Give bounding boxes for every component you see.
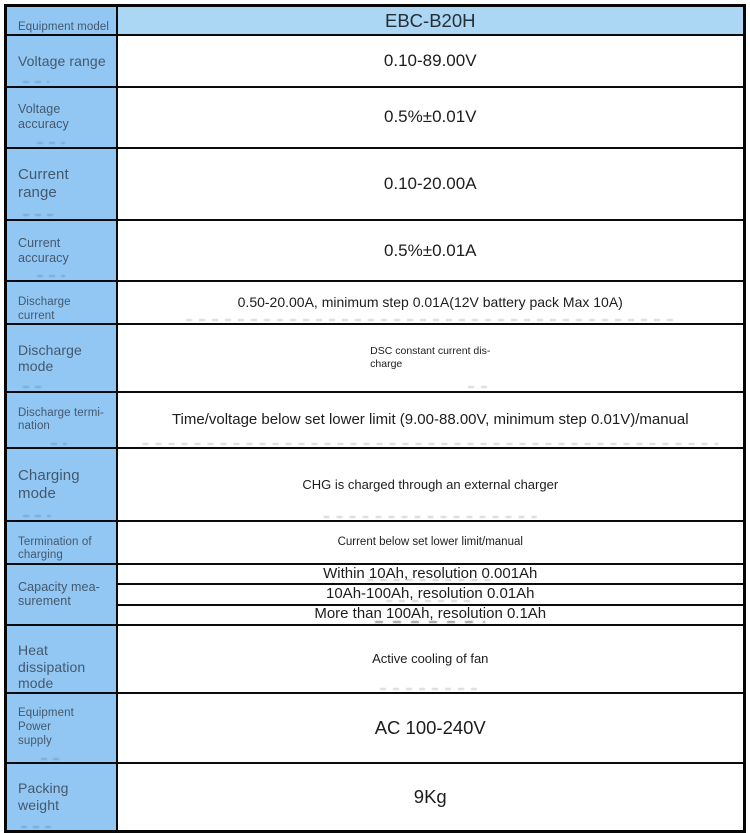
table-row-capacity-3: More than 100Ah, resolution 0.1Ah <box>6 603 746 626</box>
value-charging-mode: CHG is charged through an external charg… <box>115 447 746 523</box>
label-text: Capacity mea- surement <box>18 579 100 609</box>
ghost-text-artifact <box>23 214 53 217</box>
value-text: More than 100Ah, resolution 0.1Ah <box>314 605 547 623</box>
label-capacity-measurement: Capacity mea- surement <box>4 562 118 626</box>
value-text: Time/voltage below set lower limit (9.00… <box>171 411 689 429</box>
value-equipment-power-supply: AC 100-240V <box>115 691 746 764</box>
value-text: 9Kg <box>413 785 447 807</box>
table-row-charging-mode: Charging mode CHG is charged through an … <box>4 447 746 523</box>
label-text: Packing weight <box>18 780 69 813</box>
value-capacity-10ah-100ah: 10Ah-100Ah, resolution 0.01Ah <box>115 583 746 606</box>
label-voltage-accuracy: Voltage accuracy <box>4 85 118 149</box>
label-packing-weight: Packing weight <box>4 761 118 833</box>
label-voltage-range: Voltage range <box>4 34 118 88</box>
label-text: Discharge current <box>18 295 71 322</box>
label-text: Heat dissipation mode <box>18 642 86 692</box>
label-text: Discharge termi- nation <box>18 406 104 433</box>
value-text: 0.5%±0.01A <box>383 240 477 260</box>
label-equipment-model: Equipment model <box>4 4 118 37</box>
value-text: 0.10-89.00V <box>383 50 477 70</box>
label-discharge-current: Discharge current <box>4 280 118 326</box>
table-row-voltage-accuracy: Voltage accuracy 0.5%±0.01V <box>4 85 746 149</box>
value-packing-weight: 9Kg <box>115 761 746 833</box>
value-capacity-within-10ah: Within 10Ah, resolution 0.001Ah <box>115 562 746 586</box>
value-current-range: 0.10-20.00A <box>115 146 746 222</box>
table-row-equipment-model: Equipment model EBC-B20H <box>4 4 746 37</box>
table-row-discharge-current: Discharge current 0.50-20.00A, minimum s… <box>4 280 746 326</box>
label-equipment-power-supply: Equipment Power supply <box>4 691 118 764</box>
value-text: 0.5%±0.01V <box>383 106 477 126</box>
value-text: 10Ah-100Ah, resolution 0.01Ah <box>326 585 535 603</box>
ghost-text-artifact <box>467 386 492 389</box>
model-name: EBC-B20H <box>385 9 476 31</box>
ghost-text-artifact <box>37 141 65 144</box>
page-background: Equipment model EBC-B20H Voltage range 0… <box>4 4 746 833</box>
value-discharge-current: 0.50-20.00A, minimum step 0.01A(12V batt… <box>115 280 746 326</box>
ghost-text-artifact <box>37 275 65 278</box>
ghost-text-artifact <box>41 757 59 760</box>
value-current-accuracy: 0.5%±0.01A <box>115 219 746 283</box>
table-row-discharge-mode: Discharge mode DSC constant current dis-… <box>4 323 746 394</box>
value-termination-of-charging: Current below set lower limit/manual <box>115 520 746 565</box>
label-discharge-mode: Discharge mode <box>4 323 118 394</box>
value-text: Current below set lower limit/manual <box>337 536 523 549</box>
value-text: AC 100-240V <box>374 716 486 738</box>
value-heat-dissipation-mode: Active cooling of fan <box>115 623 746 694</box>
value-equipment-model: EBC-B20H <box>115 4 746 37</box>
value-discharge-termination: Time/voltage below set lower limit (9.00… <box>115 391 746 450</box>
label-text: Current accuracy <box>18 236 69 265</box>
label-heat-dissipation-mode: Heat dissipation mode <box>4 623 118 694</box>
value-discharge-mode: DSC constant current dis- charge <box>115 323 746 394</box>
value-capacity-more-100ah: More than 100Ah, resolution 0.1Ah <box>115 603 746 626</box>
label-text: Discharge mode <box>18 341 82 375</box>
table-row-current-range: Current range 0.10-20.00A <box>4 146 746 222</box>
ghost-text-artifact <box>23 80 49 83</box>
value-voltage-accuracy: 0.5%±0.01V <box>115 85 746 149</box>
ghost-text-artifact <box>23 386 47 389</box>
ghost-text-artifact <box>186 319 675 322</box>
table-row-packing-weight: Packing weight 9Kg <box>4 761 746 833</box>
ghost-text-artifact <box>21 825 57 828</box>
label-text: Termination of charging <box>18 535 92 562</box>
table-row-termination-of-charging: Termination of charging Current below se… <box>4 520 746 565</box>
table-row-discharge-termination: Discharge termi- nation Time/voltage bel… <box>4 391 746 450</box>
table-row-capacity-1: Capacity mea- surement Within 10Ah, reso… <box>4 562 746 626</box>
label-discharge-termination: Discharge termi- nation <box>4 391 118 450</box>
label-text: Current range <box>18 166 69 202</box>
ghost-text-artifact <box>142 443 718 446</box>
spec-table: Equipment model EBC-B20H Voltage range 0… <box>4 4 746 833</box>
label-text: Equipment model <box>18 20 109 33</box>
label-termination-of-charging: Termination of charging <box>4 520 118 565</box>
ghost-text-artifact <box>323 516 537 519</box>
label-text: Voltage accuracy <box>18 102 69 132</box>
table-row-capacity-2: 10Ah-100Ah, resolution 0.01Ah <box>6 583 746 606</box>
label-current-range: Current range <box>4 146 118 222</box>
table-row-heat-dissipation: Heat dissipation mode Active cooling of … <box>4 623 746 694</box>
table-row-power-supply: Equipment Power supply AC 100-240V <box>4 691 746 764</box>
value-text: CHG is charged through an external charg… <box>302 476 559 492</box>
table-row-current-accuracy: Current accuracy 0.5%±0.01A <box>4 219 746 283</box>
value-text: 0.10-20.00A <box>383 173 477 193</box>
value-text: 0.50-20.00A, minimum step 0.01A(12V batt… <box>237 294 623 311</box>
value-text: DSC constant current dis- charge <box>370 345 491 371</box>
label-charging-mode: Charging mode <box>4 447 118 523</box>
label-current-accuracy: Current accuracy <box>4 219 118 283</box>
label-text: Voltage range <box>18 52 106 69</box>
table-row-voltage-range: Voltage range 0.10-89.00V <box>4 34 746 88</box>
value-text: Active cooling of fan <box>372 650 489 666</box>
label-text: Charging mode <box>18 467 80 502</box>
ghost-text-artifact <box>51 443 67 446</box>
value-voltage-range: 0.10-89.00V <box>115 34 746 88</box>
value-text: Within 10Ah, resolution 0.001Ah <box>323 564 538 582</box>
ghost-text-artifact <box>23 515 51 518</box>
label-text: Equipment Power supply <box>18 707 74 747</box>
ghost-text-artifact <box>380 687 481 690</box>
